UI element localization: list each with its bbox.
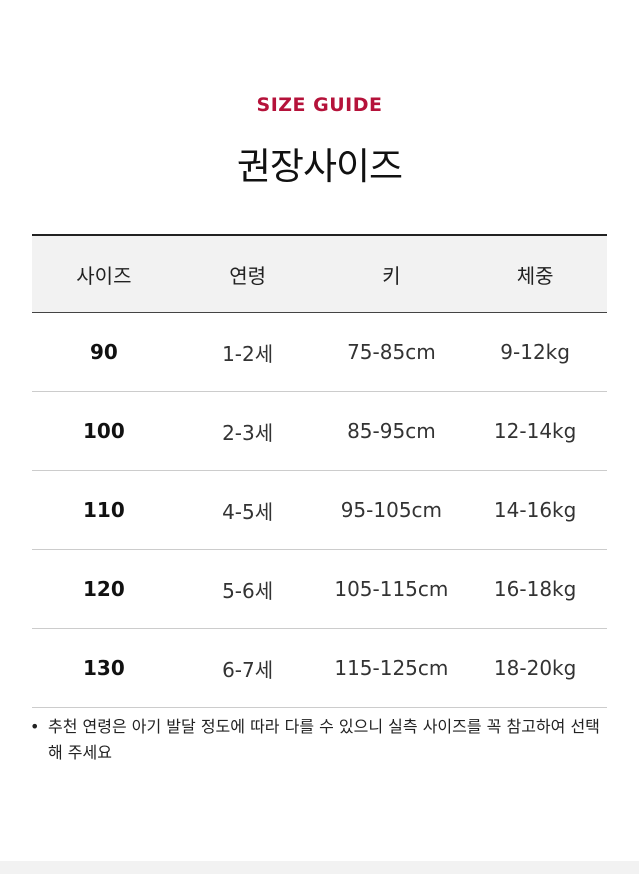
- note-text: 추천 연령은 아기 발달 정도에 따라 다를 수 있으니 실측 사이즈를 꼭 참…: [48, 717, 600, 762]
- cell-size: 130: [32, 628, 176, 708]
- cell-size: 110: [32, 470, 176, 550]
- size-note: • 추천 연령은 아기 발달 정도에 따라 다를 수 있으니 실측 사이즈를 꼭…: [30, 714, 600, 766]
- cell-size: 90: [32, 312, 176, 392]
- column-header-size: 사이즈: [76, 263, 132, 288]
- cell-height: 105-115cm: [319, 549, 464, 629]
- cell-weight: 12-14kg: [463, 391, 607, 471]
- column-header-weight: 체중: [516, 263, 554, 288]
- cell-age: 2-3세: [175, 391, 320, 471]
- column-header-age: 연령: [229, 263, 267, 288]
- table-row: 120 5-6세 105-115cm 16-18kg: [32, 549, 607, 629]
- column-header-height: 키: [382, 263, 401, 288]
- size-table: 사이즈 연령 키 체중 90 1-2세 75-85cm 9-12kg 100 2-3세 85…: [32, 234, 607, 708]
- cell-height: 115-125cm: [319, 628, 464, 708]
- cell-weight: 18-20kg: [463, 628, 607, 708]
- cell-age: 1-2세: [175, 312, 320, 392]
- cell-height: 85-95cm: [319, 391, 464, 471]
- table-row: 110 4-5세 95-105cm 14-16kg: [32, 470, 607, 550]
- table-row: 100 2-3세 85-95cm 12-14kg: [32, 391, 607, 471]
- cell-weight: 16-18kg: [463, 549, 607, 629]
- table-row: 90 1-2세 75-85cm 9-12kg: [32, 312, 607, 392]
- cell-size: 100: [32, 391, 176, 471]
- footer-band: [0, 861, 639, 874]
- cell-weight: 14-16kg: [463, 470, 607, 550]
- table-row: 130 6-7세 115-125cm 18-20kg: [32, 628, 607, 708]
- bullet: •: [30, 717, 40, 736]
- cell-age: 5-6세: [175, 549, 320, 629]
- table-header-row: 사이즈 연령 키 체중: [32, 235, 607, 313]
- size-guide-eyebrow: SIZE GUIDE: [256, 94, 383, 116]
- cell-weight: 9-12kg: [463, 312, 607, 392]
- cell-age: 6-7세: [175, 628, 320, 708]
- cell-size: 120: [32, 549, 176, 629]
- cell-age: 4-5세: [175, 470, 320, 550]
- page-title: 권장사이즈: [236, 145, 403, 188]
- cell-height: 95-105cm: [319, 470, 464, 550]
- cell-height: 75-85cm: [319, 312, 464, 392]
